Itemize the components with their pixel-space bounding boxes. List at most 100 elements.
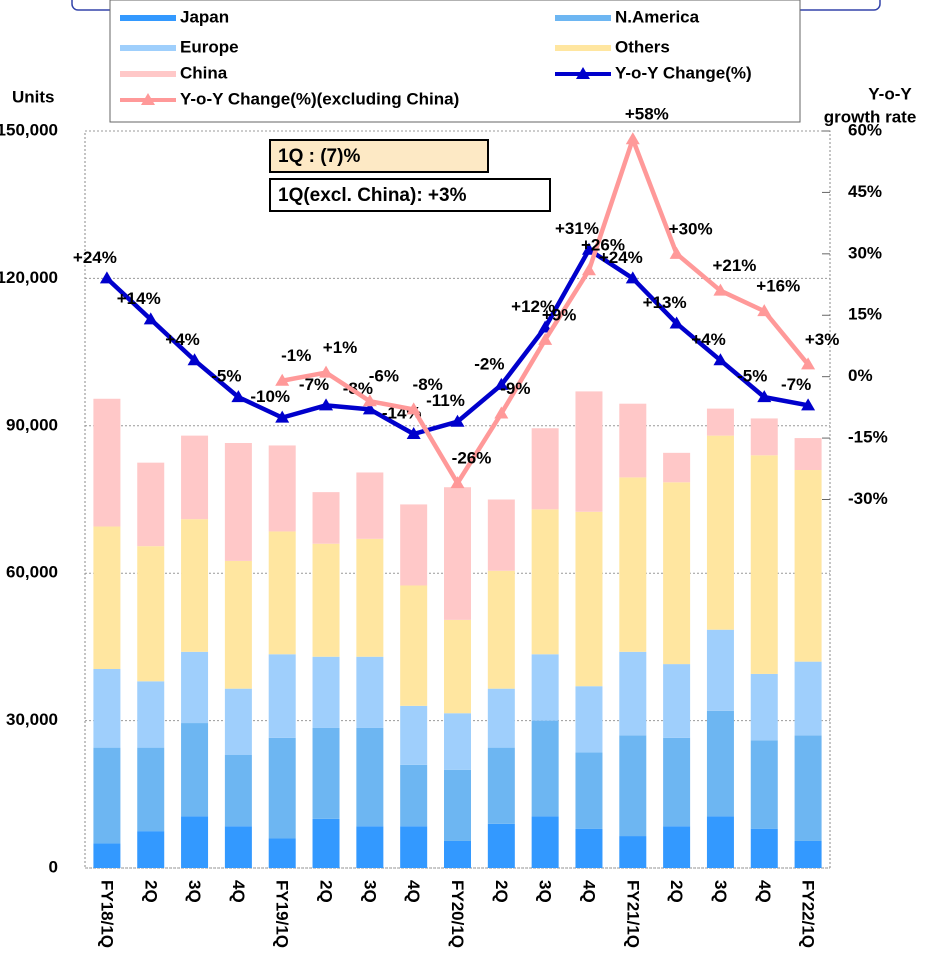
- data-label: -7%: [299, 375, 329, 394]
- annotation: 1Q(excl. China): +3%: [278, 185, 467, 206]
- bar-segment: [487, 747, 515, 824]
- marker: [187, 353, 202, 366]
- legend-marker: [576, 67, 590, 79]
- legend-label: Y-o-Y Change(%): [615, 63, 752, 82]
- x-tick-label: 4Q: [229, 880, 248, 903]
- marker: [669, 316, 684, 329]
- y-tick-label: 60,000: [6, 563, 58, 582]
- bar-segment: [356, 656, 384, 728]
- bar-segment: [268, 445, 296, 532]
- bar-segment: [794, 735, 822, 841]
- bar-segment: [444, 769, 471, 841]
- bar-segment: [312, 492, 340, 544]
- bar-segment: [794, 840, 822, 868]
- marker: [362, 402, 377, 415]
- bar-segment: [224, 560, 252, 689]
- y-tick-label: 90,000: [6, 415, 58, 434]
- marker: [362, 394, 377, 407]
- bar-segment: [268, 531, 296, 655]
- data-label: -26%: [452, 449, 492, 468]
- data-label: +58%: [625, 105, 669, 124]
- marker: [625, 271, 640, 284]
- y2-axis-label: growth rate: [824, 107, 917, 126]
- bar-segment: [268, 838, 296, 868]
- bar-segment: [356, 472, 384, 539]
- bar-segment: [531, 720, 559, 817]
- data-label: +3%: [805, 330, 840, 349]
- bar-segment: [706, 710, 734, 817]
- bar-segment: [224, 442, 252, 561]
- bar-segment: [750, 418, 778, 456]
- x-tick-label: FY19/1Q: [273, 880, 292, 948]
- x-tick-label: FY20/1Q: [448, 880, 467, 948]
- x-tick-label: 3Q: [360, 880, 379, 903]
- bar-segment: [93, 398, 121, 527]
- bar-segment: [137, 831, 165, 868]
- bar-segment: [794, 661, 822, 736]
- bar-segment: [575, 828, 603, 868]
- marker: [801, 357, 816, 370]
- bar-segment: [400, 705, 428, 765]
- bar-segment: [444, 619, 471, 714]
- bar-segment: [181, 723, 209, 817]
- bar-segment: [750, 673, 778, 741]
- legend-label: Y-o-Y Change(%)(excluding China): [180, 89, 459, 108]
- legend-swatch: [120, 15, 176, 21]
- legend-label: Japan: [180, 7, 229, 26]
- bar-segment: [181, 816, 209, 868]
- bar-segment: [794, 470, 822, 662]
- x-tick-label: FY22/1Q: [799, 880, 818, 948]
- bar-segment: [312, 727, 340, 819]
- bar-segment: [444, 713, 471, 770]
- bar-segment: [487, 570, 515, 689]
- bar-segment: [93, 669, 121, 748]
- bar-segment: [706, 435, 734, 630]
- data-label: -8%: [413, 375, 443, 394]
- data-label: +24%: [599, 248, 643, 267]
- bar-segment: [619, 836, 647, 868]
- data-label: +1%: [323, 338, 358, 357]
- bar-segment: [750, 828, 778, 868]
- bar-segment: [575, 686, 603, 753]
- bar-segment: [794, 438, 822, 471]
- bar-segment: [531, 428, 559, 510]
- bar-segment: [137, 681, 165, 748]
- bar-segment: [400, 585, 428, 706]
- data-label: -8%: [343, 379, 373, 398]
- marker: [275, 373, 290, 386]
- bar-segment: [750, 455, 778, 674]
- x-tick-label: 3Q: [185, 880, 204, 903]
- x-tick-label: 2Q: [317, 880, 336, 903]
- bar-segment: [224, 754, 252, 827]
- bar-segment: [575, 752, 603, 829]
- y-tick-label: 150,000: [0, 120, 58, 139]
- bar-segment: [93, 843, 121, 868]
- y2-tick-label: -30%: [848, 489, 888, 508]
- marker: [406, 402, 421, 415]
- marker: [625, 132, 640, 145]
- y-tick-label: 120,000: [0, 268, 58, 287]
- y2-tick-label: 0%: [848, 366, 873, 385]
- marker: [319, 398, 334, 411]
- x-tick-label: 2Q: [141, 880, 160, 903]
- marker: [538, 332, 553, 345]
- legend-label: China: [180, 63, 228, 82]
- y2-axis-label: Y-o-Y: [868, 84, 912, 103]
- data-label: +24%: [73, 248, 117, 267]
- y-tick-label: 0: [49, 857, 58, 876]
- x-tick-label: 4Q: [404, 880, 423, 903]
- bar-segment: [181, 435, 209, 520]
- annotation-box: [269, 178, 551, 212]
- marker: [581, 263, 596, 276]
- data-label: +9%: [542, 305, 577, 324]
- data-label: -11%: [426, 391, 465, 410]
- bar-segment: [312, 656, 340, 728]
- marker: [494, 406, 509, 419]
- marker: [494, 377, 509, 390]
- legend-box: [109, 0, 801, 123]
- bar-segment: [93, 526, 121, 670]
- bar-segment: [181, 519, 209, 652]
- bar-segment: [137, 546, 165, 682]
- bar-segment: [312, 818, 340, 868]
